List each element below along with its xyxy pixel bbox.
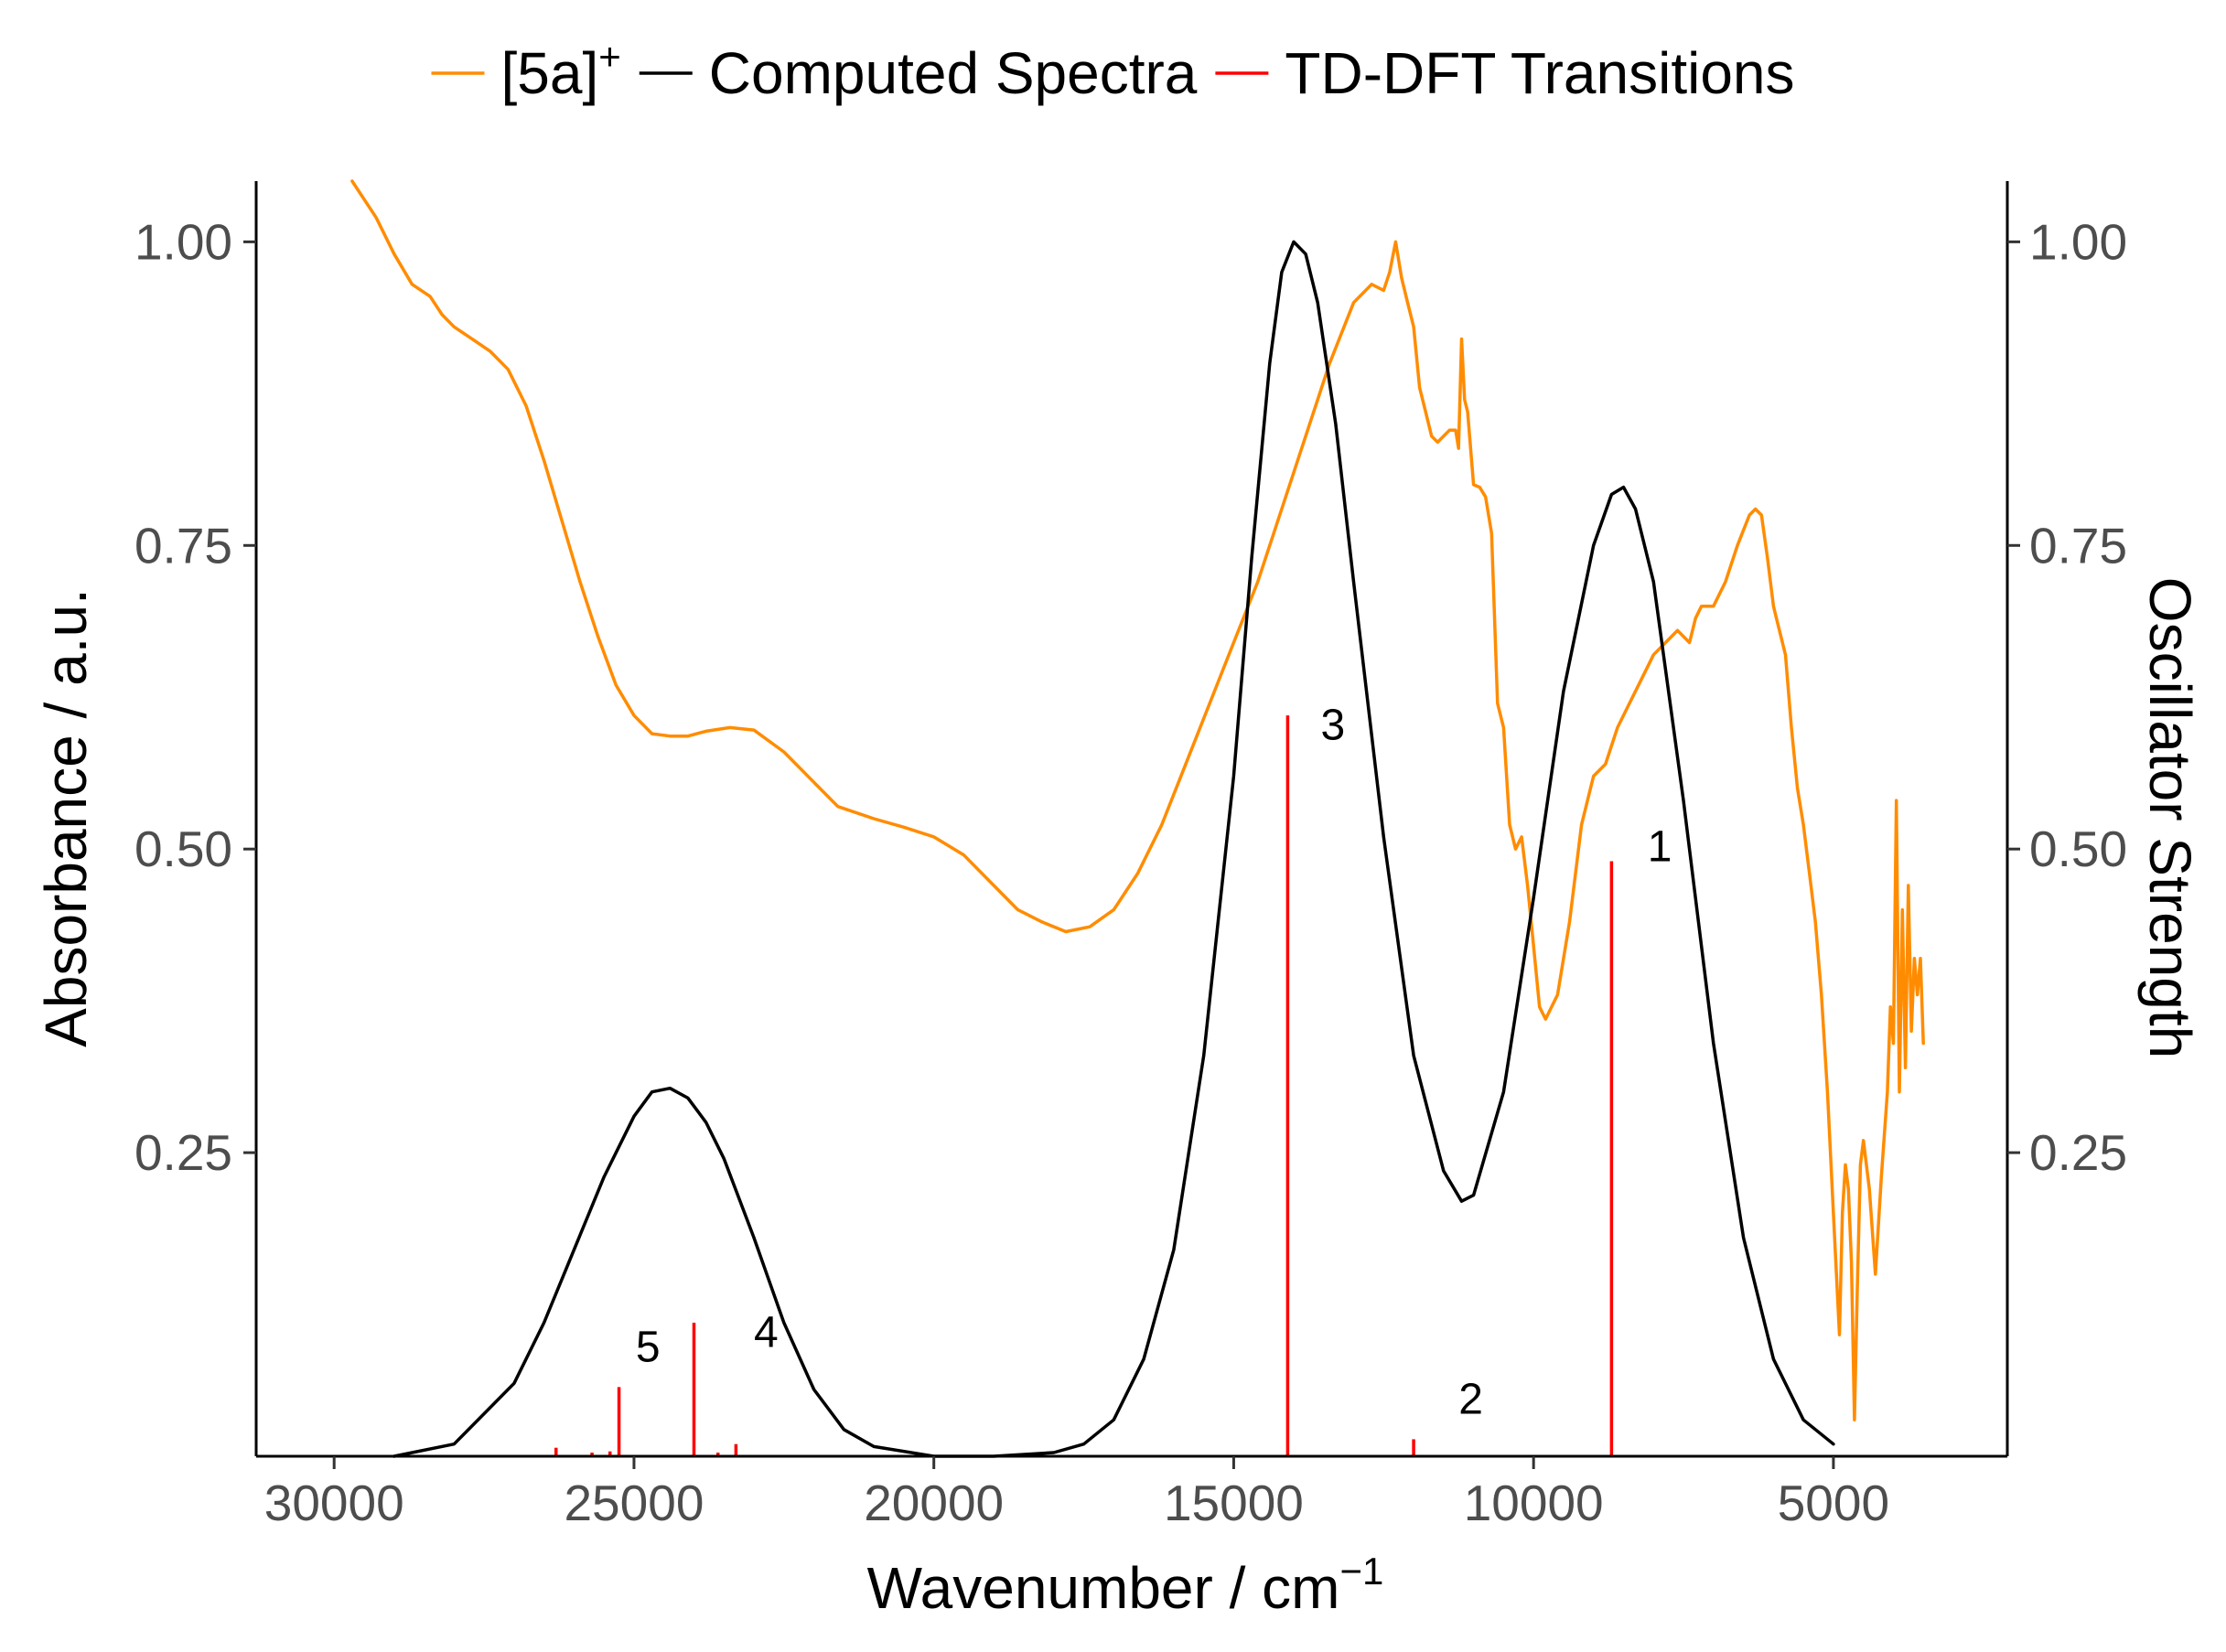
- peak-label-1: 1: [1648, 822, 1672, 871]
- peak-label-5: 5: [636, 1323, 661, 1371]
- legend-label-2: Computed Spectra: [709, 40, 1198, 106]
- x-axis-title: Wavenumber / cm−1: [867, 1550, 1384, 1621]
- x-tick-label: 20000: [864, 1475, 1004, 1531]
- legend-label-3: TD-DFT Transitions: [1285, 40, 1794, 106]
- legend-item-2: Computed Spectra: [639, 40, 1198, 106]
- y2-tick-label: 0.75: [2029, 517, 2127, 574]
- plot-area: 1 2 3 4 5: [350, 179, 1925, 1458]
- peak-label-2: 2: [1458, 1376, 1483, 1424]
- legend-item-1: [5a]+: [431, 35, 621, 106]
- legend: [5a]+ Computed Spectra TD-DFT Transitions: [431, 35, 1795, 106]
- y-tick-label: 0.50: [134, 821, 232, 877]
- x-axis-title-sup: −1: [1339, 1550, 1383, 1593]
- y2-tick-label: 0.25: [2029, 1124, 2127, 1181]
- y-tick-label: 0.25: [134, 1124, 232, 1181]
- peak-label-3: 3: [1320, 702, 1345, 750]
- y2-tick-label: 1.00: [2029, 213, 2127, 270]
- legend-item-3: TD-DFT Transitions: [1215, 40, 1795, 106]
- series-line-experimental: [350, 179, 1925, 1421]
- x-tick-label: 15000: [1164, 1475, 1304, 1531]
- series-line-computed: [393, 240, 1835, 1458]
- axes: 30000 25000 20000 15000 10000 5000 0.25 0.50 0.7…: [134, 181, 2127, 1531]
- y2-tick-label: 0.50: [2029, 821, 2127, 877]
- x-tick-label: 25000: [564, 1475, 704, 1531]
- legend-label-1: [5a]+: [500, 35, 620, 106]
- y-axis-title: Absorbance / a.u.: [33, 588, 99, 1047]
- x-tick-label: 5000: [1778, 1475, 1889, 1531]
- peak-label-4: 4: [754, 1309, 779, 1357]
- y-tick-label: 0.75: [134, 517, 232, 574]
- y-tick-label: 1.00: [134, 213, 232, 270]
- y2-axis-title: Oscillator Strength: [2137, 577, 2203, 1058]
- x-tick-label: 10000: [1464, 1475, 1604, 1531]
- x-tick-label: 30000: [264, 1475, 404, 1531]
